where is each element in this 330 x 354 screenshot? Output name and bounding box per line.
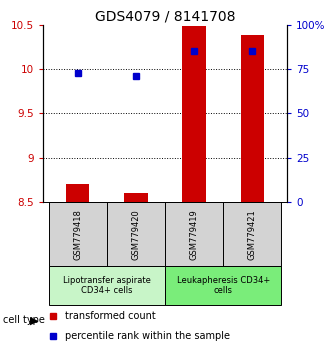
- Title: GDS4079 / 8141708: GDS4079 / 8141708: [95, 10, 235, 24]
- Bar: [165, 266, 281, 305]
- Bar: [66, 184, 89, 202]
- Bar: [182, 26, 206, 202]
- Text: Lipotransfer aspirate
CD34+ cells: Lipotransfer aspirate CD34+ cells: [63, 276, 151, 296]
- Text: Leukapheresis CD34+
cells: Leukapheresis CD34+ cells: [177, 276, 270, 296]
- Text: GSM779418: GSM779418: [73, 209, 82, 259]
- Bar: [49, 266, 165, 305]
- Text: transformed count: transformed count: [65, 310, 156, 320]
- Text: percentile rank within the sample: percentile rank within the sample: [65, 331, 230, 342]
- Text: GSM779420: GSM779420: [131, 209, 141, 259]
- Text: ▶: ▶: [30, 315, 38, 325]
- Bar: [223, 202, 281, 266]
- Bar: [107, 202, 165, 266]
- Bar: [49, 202, 107, 266]
- Bar: [165, 202, 223, 266]
- Bar: [241, 35, 264, 202]
- Bar: [124, 193, 148, 202]
- Text: GSM779419: GSM779419: [189, 209, 199, 259]
- Text: cell type: cell type: [3, 315, 45, 325]
- Text: GSM779421: GSM779421: [248, 209, 257, 259]
